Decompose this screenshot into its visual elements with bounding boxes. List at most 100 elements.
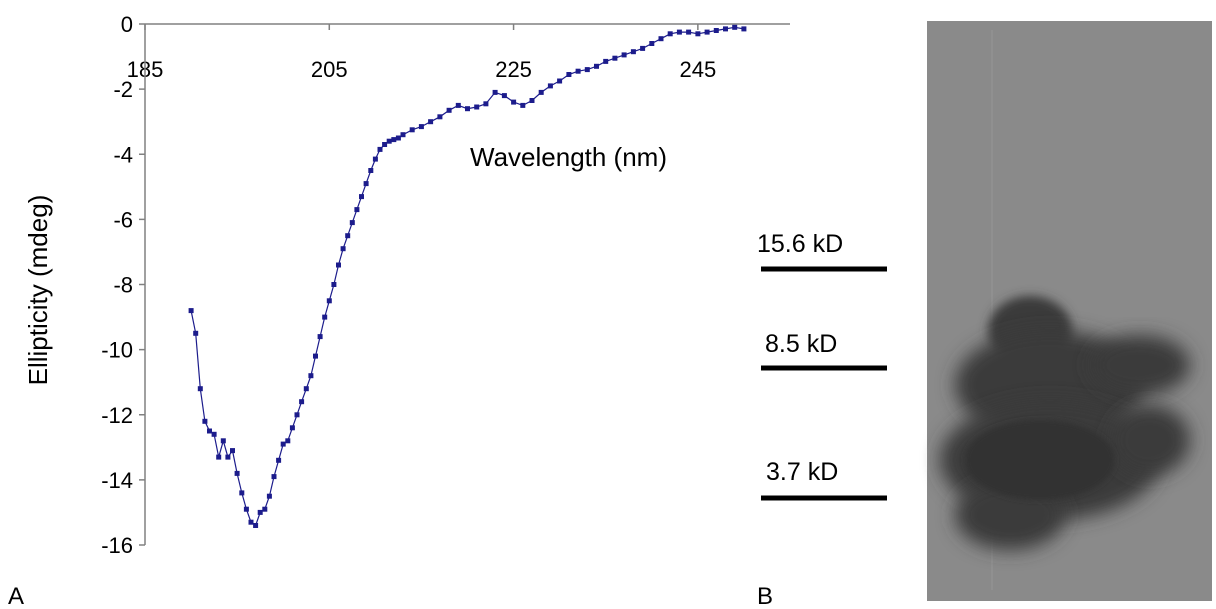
data-point (216, 454, 222, 460)
data-point (455, 102, 461, 108)
data-point (276, 457, 282, 463)
data-point (377, 146, 383, 152)
gel-image (927, 21, 1212, 601)
x-tick-label: 205 (311, 57, 348, 82)
data-point (520, 102, 526, 108)
data-point (391, 137, 397, 143)
data-point (409, 127, 415, 133)
data-point (437, 114, 443, 120)
x-tick-label: 225 (495, 57, 532, 82)
data-point (262, 506, 268, 512)
data-point (630, 49, 636, 55)
data-point (345, 233, 351, 239)
data-point (336, 262, 341, 268)
data-point (289, 425, 295, 431)
data-point (317, 334, 323, 340)
data-point (253, 523, 259, 528)
y-tick-label: -16 (101, 533, 133, 558)
y-axis-ticks: 0 -2 -4 -6 -8 -10 -12 -14 -16 (101, 12, 145, 558)
y-tick-label: -14 (101, 468, 133, 493)
data-point (294, 412, 300, 418)
data-point (313, 353, 318, 359)
data-point (266, 493, 272, 499)
data-point (280, 441, 286, 447)
data-point (234, 470, 240, 476)
data-point (649, 41, 655, 46)
data-point (308, 373, 314, 379)
data-point (428, 119, 434, 125)
data-point (483, 101, 489, 107)
data-point (243, 506, 249, 512)
data-point (418, 124, 424, 130)
protein-band-core (965, 420, 1115, 500)
data-point (211, 431, 217, 437)
data-point (340, 246, 346, 252)
marker-label-3-7: 3.7 kD (766, 458, 838, 486)
data-point (400, 132, 406, 138)
data-point (363, 181, 369, 187)
data-point (299, 399, 305, 405)
data-point (667, 31, 673, 37)
data-point (220, 438, 226, 444)
molecular-weight-markers: 15.6 kD 8.5 kD 3.7 kD (757, 230, 887, 501)
cd-spectrum-chart: 0-2-4-6-8-10-12-14-16 185 205 225 245 Wavel… (23, 12, 790, 558)
data-point (713, 28, 719, 33)
data-point (575, 68, 581, 74)
y-tick-label: -4 (113, 142, 133, 167)
data-point (207, 428, 212, 434)
data-point (230, 448, 235, 454)
y-tick-label: 0 (121, 12, 133, 37)
x-axis-label: Wavelength (nm) (470, 142, 667, 172)
data-point (349, 220, 355, 226)
data-point (386, 138, 392, 144)
data-point (621, 52, 627, 58)
y-tick-label: -10 (101, 338, 133, 363)
data-point (359, 194, 364, 200)
data-point (322, 314, 328, 320)
data-point (492, 89, 498, 95)
data-point (511, 99, 517, 105)
data-point (446, 107, 452, 113)
data-point (723, 26, 728, 32)
data-points (188, 24, 747, 528)
data-point (584, 67, 590, 73)
panel-b-label: B (757, 583, 773, 609)
data-point (202, 418, 208, 424)
x-tick-label: 245 (679, 57, 716, 82)
data-point (640, 45, 646, 51)
data-point (474, 104, 480, 110)
y-tick-label: -2 (113, 77, 133, 102)
y-tick-label: -8 (113, 273, 133, 298)
data-point (732, 24, 738, 30)
data-point (303, 386, 309, 392)
y-tick-label: -6 (113, 207, 133, 232)
series-line (190, 26, 745, 527)
data-point (676, 29, 682, 35)
data-point (188, 308, 194, 314)
data-point (686, 29, 692, 35)
data-point (248, 519, 254, 525)
data-point (695, 31, 701, 37)
data-point (368, 168, 374, 173)
data-point (741, 26, 747, 32)
data-point (225, 454, 231, 460)
data-point (594, 63, 599, 69)
data-point (285, 438, 291, 444)
data-point (547, 83, 553, 89)
data-point (354, 207, 360, 213)
data-point (382, 142, 388, 147)
data-point (331, 282, 337, 287)
data-point (193, 330, 199, 336)
data-point (372, 156, 378, 162)
data-point (501, 93, 507, 99)
y-tick-label: -12 (101, 403, 133, 428)
data-point (658, 36, 664, 42)
panel-a-label: A (8, 583, 24, 609)
data-point (197, 386, 203, 392)
data-point (538, 89, 544, 95)
y-axis-label: Ellipticity (mdeg) (23, 195, 53, 386)
data-point (465, 106, 470, 112)
data-point (704, 29, 710, 35)
data-point (257, 509, 263, 515)
